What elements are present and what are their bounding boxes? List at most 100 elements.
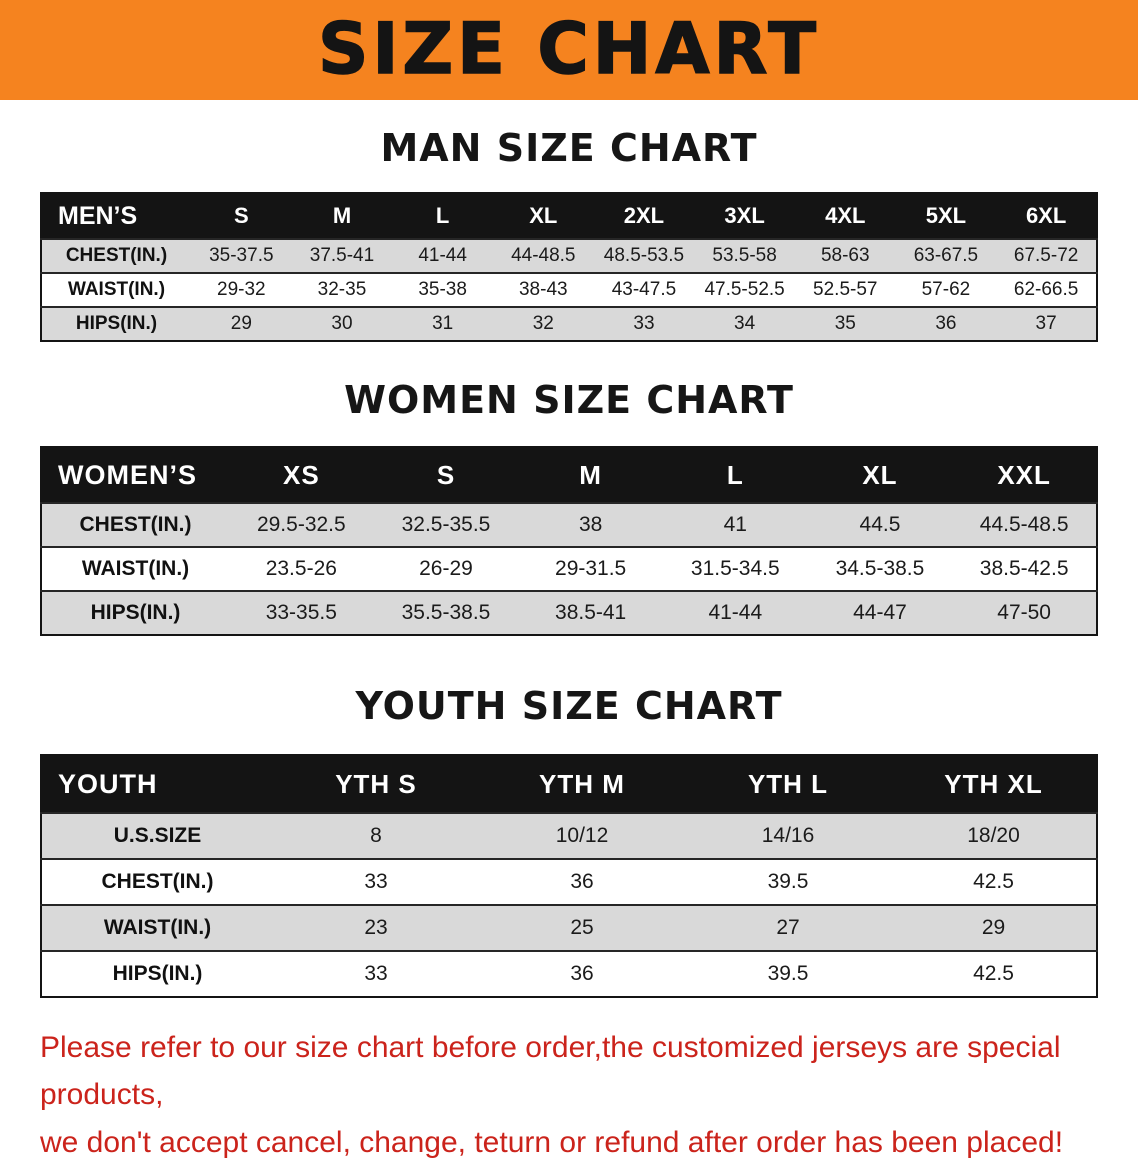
- size-column-header: YTH M: [479, 755, 685, 813]
- measurement-value: 23: [364, 916, 388, 939]
- measurement-value: 37.5-41: [309, 245, 375, 266]
- size-column-header: XS: [229, 447, 374, 503]
- measurement-value: 38-43: [518, 279, 568, 300]
- table-body: CHEST(IN.) 29.5-32.5 32.5-35.5 38 41 44.5 44.5…: [41, 503, 1097, 635]
- measurement-value: 62-66.5: [1013, 279, 1079, 300]
- measurement-value: 39.5: [767, 870, 809, 893]
- size-column-header: XXL: [952, 447, 1097, 503]
- measurement-label: CHEST(IN.): [101, 870, 214, 893]
- measurement-value: 38.5-41: [555, 601, 627, 624]
- youth-size-table: YOUTH YTH S YTH M YTH L YTH XL U.S.SIZE 8 10/12…: [40, 754, 1098, 998]
- measurement-value: 35: [834, 313, 856, 334]
- measurement-value: 47-50: [997, 601, 1051, 624]
- table-title-cell: MEN’S: [41, 193, 191, 239]
- measurement-label: HIPS(IN.): [75, 313, 158, 334]
- size-column-header: 4XL: [794, 193, 896, 239]
- measurement-value: 57-62: [921, 279, 971, 300]
- measurement-row: HIPS(IN.) 33-35.5 35.5-38.5 38.5-41 41-44 44-…: [41, 591, 1097, 635]
- measurement-label: HIPS(IN.): [90, 601, 181, 624]
- size-column-header: XL: [807, 447, 953, 503]
- measurement-value: 52.5-57: [813, 279, 878, 300]
- measurement-value: 36: [570, 962, 594, 985]
- measurement-value: 32.5-35.5: [401, 513, 491, 536]
- measurement-row: WAIST(IN.) 23 25 27 29: [41, 905, 1097, 951]
- measurement-value: 43-47.5: [611, 279, 677, 300]
- measurement-value: 29: [230, 313, 252, 334]
- men-section: MAN SIZE CHART MEN’S S M L XL 2XL 3XL 4XL 5XL 6XL…: [0, 126, 1138, 342]
- measurement-value: 53.5-58: [712, 245, 777, 266]
- size-column-header: L: [392, 193, 493, 239]
- measurement-value: 37: [1035, 313, 1057, 334]
- measurement-value: 44-48.5: [511, 245, 576, 266]
- measurement-value: 41-44: [418, 245, 467, 266]
- size-column-header: 5XL: [895, 193, 997, 239]
- measurement-value: 29-32: [217, 279, 266, 300]
- measurement-value: 18/20: [967, 824, 1020, 847]
- size-column-header: XL: [492, 193, 594, 239]
- measurement-value: 41-44: [708, 601, 763, 624]
- measurement-value: 36: [570, 870, 594, 893]
- measurement-value: 23.5-26: [265, 557, 337, 580]
- measurement-value: 14/16: [761, 824, 815, 847]
- women-size-table: WOMEN’S XS S M L XL XXL CHEST(IN.) 29.5-32.5 32.5…: [40, 446, 1098, 636]
- measurement-value: 33: [364, 870, 388, 893]
- measurement-row: CHEST(IN.) 35-37.5 37.5-41 41-44 44-48.5 48.5…: [41, 239, 1097, 273]
- measurement-value: 33: [633, 313, 655, 334]
- measurement-label: WAIST(IN.): [67, 279, 166, 300]
- measurement-value: 29-31.5: [555, 557, 627, 580]
- measurement-value: 31: [432, 313, 454, 334]
- measurement-value: 29: [981, 916, 1006, 939]
- men-section-heading: MAN SIZE CHART: [380, 126, 758, 170]
- measurement-value: 26-29: [419, 557, 473, 580]
- measurement-row: HIPS(IN.) 29 30 31 32 33 34 35 36 37: [41, 307, 1097, 341]
- measurement-label: CHEST(IN.): [79, 513, 192, 536]
- notice-line-2: we don't accept cancel, change, teturn o…: [40, 1125, 1064, 1159]
- measurement-label: WAIST(IN.): [81, 557, 190, 580]
- men-size-table: MEN’S S M L XL 2XL 3XL 4XL 5XL 6XL CHEST(IN.) 35-37…: [40, 192, 1098, 342]
- measurement-row: CHEST(IN.) 29.5-32.5 32.5-35.5 38 41 44.5 44.5…: [41, 503, 1097, 547]
- measurement-label: CHEST(IN.): [65, 245, 168, 266]
- measurement-value: 39.5: [767, 962, 809, 985]
- size-column-header: M: [518, 447, 663, 503]
- measurement-label: HIPS(IN.): [112, 962, 203, 985]
- measurement-value: 44-47: [853, 601, 907, 624]
- measurement-label: U.S.SIZE: [113, 824, 202, 847]
- size-column-header: YTH L: [685, 755, 891, 813]
- women-section: WOMEN SIZE CHART WOMEN’S XS S M L XL XXL CHEST(…: [0, 378, 1138, 636]
- size-column-header: M: [291, 193, 393, 239]
- measurement-value: 34: [734, 313, 756, 334]
- header-row: WOMEN’S XS S M L XL XXL: [41, 447, 1097, 503]
- size-charts: MAN SIZE CHART MEN’S S M L XL 2XL 3XL 4XL 5XL 6XL…: [0, 126, 1138, 998]
- measurement-value: 27: [776, 916, 800, 939]
- measurement-value: 67.5-72: [1013, 245, 1079, 266]
- measurement-row: U.S.SIZE 8 10/12 14/16 18/20: [41, 813, 1097, 859]
- size-column-header: YTH S: [273, 755, 479, 813]
- measurement-row: CHEST(IN.) 33 36 39.5 42.5: [41, 859, 1097, 905]
- youth-section: YOUTH SIZE CHART YOUTH YTH S YTH M YTH L YTH…: [0, 684, 1138, 998]
- table-head: MEN’S S M L XL 2XL 3XL 4XL 5XL 6XL: [41, 193, 1097, 239]
- page-title: SIZE CHART: [317, 7, 821, 91]
- measurement-value: 44.5-48.5: [979, 513, 1069, 536]
- measurement-value: 32-35: [317, 279, 367, 300]
- youth-section-heading: YOUTH SIZE CHART: [355, 684, 783, 728]
- size-column-header: L: [662, 447, 808, 503]
- table-title-cell: WOMEN’S: [41, 447, 229, 503]
- measurement-value: 33-35.5: [265, 601, 337, 624]
- measurement-value: 35-38: [418, 279, 467, 300]
- measurement-value: 10/12: [555, 824, 609, 847]
- header-row: YOUTH YTH S YTH M YTH L YTH XL: [41, 755, 1097, 813]
- notice-line-1: Please refer to our size chart before or…: [40, 1031, 1061, 1112]
- measurement-value: 44.5: [859, 513, 901, 536]
- measurement-value: 42.5: [973, 962, 1014, 985]
- measurement-value: 36: [935, 313, 957, 334]
- measurement-value: 35.5-38.5: [401, 601, 491, 624]
- size-column-header: 3XL: [694, 193, 795, 239]
- size-column-header: YTH XL: [891, 755, 1097, 813]
- measurement-row: HIPS(IN.) 33 36 39.5 42.5: [41, 951, 1097, 997]
- measurement-value: 32: [532, 313, 554, 334]
- measurement-value: 30: [331, 313, 353, 334]
- measurement-row: WAIST(IN.) 23.5-26 26-29 29-31.5 31.5-34.5 34…: [41, 547, 1097, 591]
- measurement-value: 34.5-38.5: [835, 557, 925, 580]
- measurement-value: 25: [570, 916, 594, 939]
- table-title-cell: YOUTH: [41, 755, 273, 813]
